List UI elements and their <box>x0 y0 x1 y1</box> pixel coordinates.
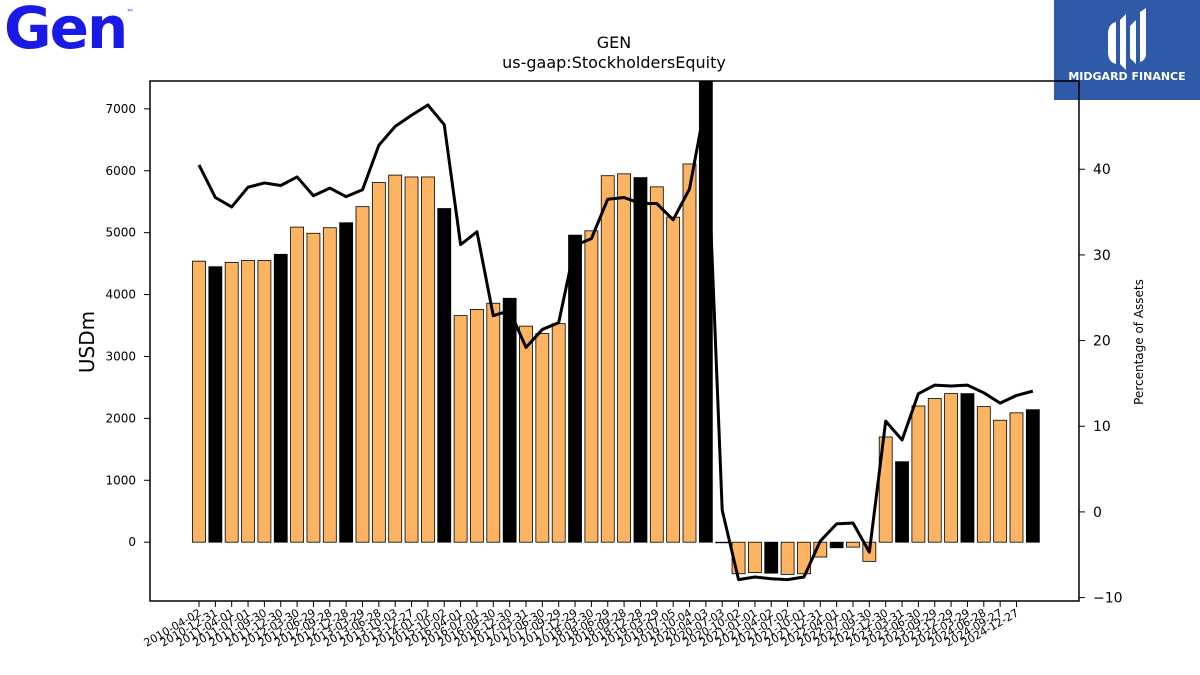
bar <box>617 173 631 543</box>
bar <box>976 406 991 543</box>
y2-tick-label: −10 <box>1093 591 1123 607</box>
bar <box>535 333 550 543</box>
bar <box>551 323 566 543</box>
bar <box>715 541 730 544</box>
bar <box>993 419 1008 543</box>
percentage-line <box>197 100 1034 582</box>
bar <box>1025 409 1040 543</box>
left-axis: 0 1000 2000 3000 4000 5000 6000 7000 <box>105 102 150 549</box>
y-tick-label: 3000 <box>105 349 136 363</box>
bar <box>649 186 664 543</box>
bar <box>257 260 272 543</box>
y2-tick-label: 10 <box>1093 419 1111 435</box>
bar <box>960 393 975 543</box>
bar <box>748 541 762 573</box>
bar <box>502 297 517 543</box>
bar <box>584 230 599 543</box>
bar <box>666 216 681 543</box>
bar <box>600 175 615 543</box>
bar <box>322 227 337 543</box>
bar <box>682 163 697 543</box>
midgard-finance-name: MIDGARD FINANCE <box>1068 70 1186 83</box>
bar <box>764 541 779 574</box>
y2-tick-label: 20 <box>1093 334 1111 350</box>
bar <box>420 176 435 543</box>
chart-subtitle: us-gaap:StockholdersEquity <box>502 53 726 72</box>
bar <box>371 182 386 543</box>
y-tick-label: 6000 <box>105 164 136 178</box>
bar <box>633 177 648 543</box>
bar <box>404 176 419 543</box>
bar <box>698 80 713 543</box>
y2-axis-label: Percentage of Assets <box>1132 279 1146 405</box>
right-axis: −10 0 10 20 30 40 <box>1079 162 1123 607</box>
y2-tick-label: 0 <box>1093 505 1102 521</box>
bar <box>470 309 484 543</box>
gen-logo-tm: ™ <box>126 8 135 17</box>
y-tick-label: 2000 <box>105 411 136 425</box>
bar <box>241 260 255 543</box>
bar <box>290 226 305 543</box>
x-axis: 2010-04-022010-12-312011-04-012011-07-01… <box>142 601 1021 650</box>
bar <box>944 393 958 543</box>
midgard-mark-icon <box>1108 8 1146 70</box>
chart-title: GEN <box>597 33 631 52</box>
bar <box>878 436 893 543</box>
bar <box>208 266 223 543</box>
bar <box>273 253 288 543</box>
y-tick-label: 7000 <box>105 102 136 116</box>
y-tick-label: 0 <box>128 535 136 549</box>
y-tick-label: 1000 <box>105 473 136 487</box>
y2-tick-label: 40 <box>1093 162 1111 178</box>
gen-logo: Gen™ <box>4 0 134 62</box>
bar <box>1009 412 1024 543</box>
bar <box>192 260 206 543</box>
bar <box>355 206 370 543</box>
bar <box>568 234 582 543</box>
bar <box>911 405 926 543</box>
bar <box>927 398 942 543</box>
bar <box>895 461 909 543</box>
bar <box>519 325 533 543</box>
bar <box>829 541 844 549</box>
bar <box>486 302 501 543</box>
bar-series <box>192 80 1040 575</box>
bar <box>388 174 403 543</box>
bar <box>306 232 321 543</box>
bar <box>224 261 239 543</box>
bar <box>437 208 452 543</box>
y2-tick-label: 30 <box>1093 248 1111 264</box>
y-tick-label: 4000 <box>105 288 136 302</box>
bar <box>453 315 468 543</box>
y-axis-label: USDm <box>75 311 99 373</box>
bar <box>846 541 860 548</box>
bar <box>780 541 795 575</box>
y-tick-label: 5000 <box>105 226 136 240</box>
gen-logo-text: Gen <box>4 0 128 62</box>
bar <box>339 222 354 543</box>
plot-frame <box>149 80 1080 602</box>
